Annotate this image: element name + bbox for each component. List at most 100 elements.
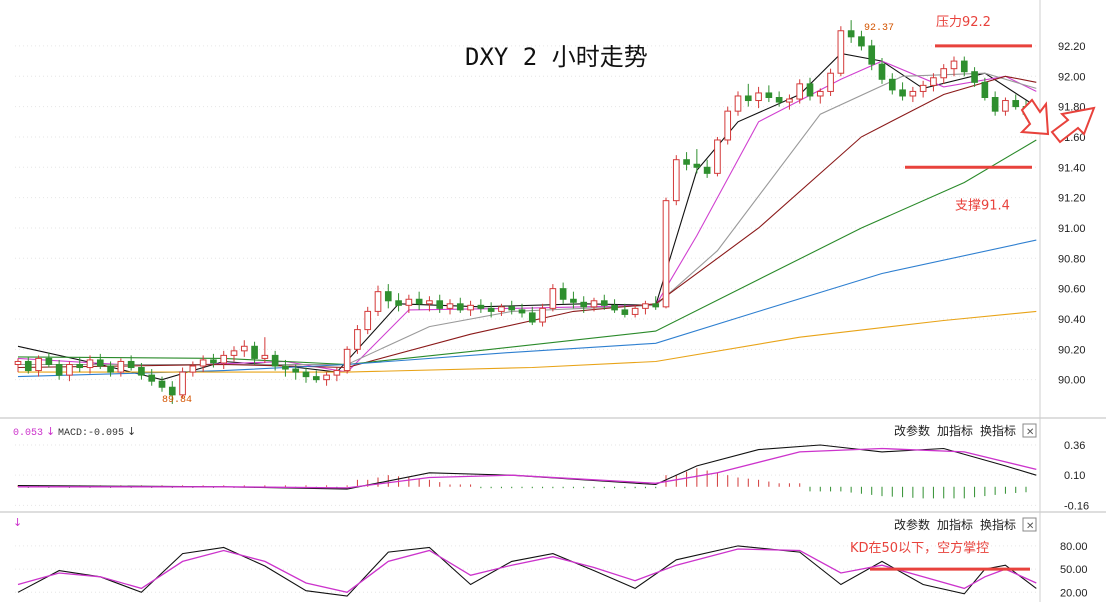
macd-change-params-button[interactable]: 改参数: [894, 423, 930, 438]
candle-body: [940, 68, 948, 79]
macd-histogram: [17, 468, 1027, 499]
candle-body: [96, 359, 104, 367]
candle-body: [652, 303, 660, 308]
candle-body: [755, 92, 762, 102]
macd-add-indicator-button[interactable]: 加指标: [937, 423, 973, 438]
candle-body: [24, 360, 32, 372]
macd-arrow-icon: ↓: [127, 425, 136, 438]
candle-body: [14, 360, 22, 365]
candle-body: [343, 348, 351, 372]
candle-body: [930, 77, 937, 86]
candle-body: [796, 83, 804, 100]
candle-body: [107, 365, 114, 373]
kd-add-indicator-button[interactable]: 加指标: [937, 517, 973, 532]
macd-value-label: MACD:-0.095: [58, 428, 124, 439]
price-tick-label: 90.20: [1058, 344, 1086, 356]
candle-body: [292, 368, 300, 373]
candle-body: [446, 303, 454, 309]
candle-body: [66, 363, 73, 376]
direction-arrows: [1019, 98, 1096, 144]
macd-close-icon: ✕: [1026, 427, 1034, 438]
candle-body: [909, 90, 917, 97]
candle-body: [570, 298, 577, 303]
price-tick-label: 91.20: [1058, 193, 1086, 205]
candle-body: [631, 307, 639, 315]
candle-body: [1012, 100, 1020, 108]
macd-dif-line: [17, 444, 1037, 490]
candle-body: [148, 374, 156, 382]
candle-body: [837, 30, 845, 74]
candle-body: [672, 159, 680, 202]
macd-switch-indicator-button[interactable]: 换指标: [980, 423, 1016, 438]
candle-body: [415, 298, 423, 305]
candle-body: [55, 363, 63, 376]
candle-body: [456, 303, 464, 311]
kd-annotation: KD在50以下，空方掌控: [850, 540, 989, 556]
price-tick-label: 90.40: [1058, 314, 1086, 326]
kd-d-line: [17, 548, 1037, 594]
candle-body: [539, 307, 546, 323]
candle-body: [179, 371, 186, 396]
candle-body: [374, 291, 382, 312]
price-tick-label: 90.80: [1058, 253, 1086, 265]
candle-body: [312, 376, 320, 381]
kd-tick-label: 80.00: [1060, 541, 1088, 553]
candle-body: [765, 92, 773, 99]
candle-body: [878, 63, 886, 80]
candle-body: [981, 81, 989, 99]
candle-body: [138, 367, 145, 376]
kd-switch-indicator-button[interactable]: 换指标: [980, 517, 1016, 532]
candle-body: [724, 110, 732, 141]
candle-body: [816, 90, 824, 97]
candlesticks: [14, 20, 1030, 404]
kd-close-icon: ✕: [1026, 521, 1034, 532]
candle-body: [621, 309, 629, 315]
macd-header: 0.053 ↓ MACD:-0.095 ↓: [13, 425, 136, 439]
candle-body: [271, 354, 279, 367]
candle-body: [847, 30, 855, 38]
macd-toolbar: 改参数 加指标 换指标 ✕: [894, 423, 1037, 438]
kd-close-button[interactable]: [1022, 517, 1037, 532]
chart-title: DXY 2 小时走势: [465, 43, 648, 71]
candle-body: [518, 309, 526, 314]
price-tick-label: 90.00: [1058, 375, 1086, 387]
candle-body: [827, 72, 834, 92]
candle-body: [168, 386, 176, 396]
candle-body: [590, 300, 598, 308]
candle-body: [899, 89, 906, 97]
candle-body: [384, 291, 392, 302]
candle-body: [364, 310, 372, 331]
macd-down-arrow-icon: ↓: [46, 425, 55, 438]
candle-body: [426, 300, 433, 305]
kd-tick-label: 50.00: [1060, 564, 1088, 576]
candle-body: [960, 60, 968, 73]
macd-close-button[interactable]: [1022, 423, 1037, 438]
candle-body: [210, 359, 217, 364]
candle-body: [220, 354, 228, 364]
candle-body: [86, 359, 94, 369]
kd-toolbar: 改参数 加指标 换指标 ✕: [894, 517, 1037, 532]
arrow-down-right-icon: [1019, 98, 1050, 136]
macd-tick-label: -0.16: [1064, 500, 1089, 512]
candle-body: [323, 374, 330, 381]
price-tick-label: 90.60: [1058, 284, 1086, 296]
arrow-up-right-icon: [1050, 106, 1096, 144]
price-grid: [15, 45, 1040, 381]
candle-body: [199, 359, 207, 367]
kd-lines: [17, 545, 1037, 597]
candle-body: [744, 95, 752, 102]
ma-line-ma120: [17, 239, 1037, 378]
kd-k-line: [17, 545, 1037, 597]
candle-body: [693, 163, 701, 168]
candle-body: [282, 365, 289, 370]
kd-change-params-button[interactable]: 改参数: [894, 517, 930, 532]
support-resistance-annotations: 压力92.2 支撑91.4: [905, 15, 1032, 213]
candle-body: [714, 139, 721, 174]
candle-body: [611, 304, 618, 311]
macd-dif-value: 0.053: [13, 428, 43, 439]
candle-body: [117, 360, 125, 373]
price-tick-label: 92.20: [1058, 41, 1086, 53]
candle-body: [395, 300, 402, 306]
candle-body: [683, 159, 690, 165]
